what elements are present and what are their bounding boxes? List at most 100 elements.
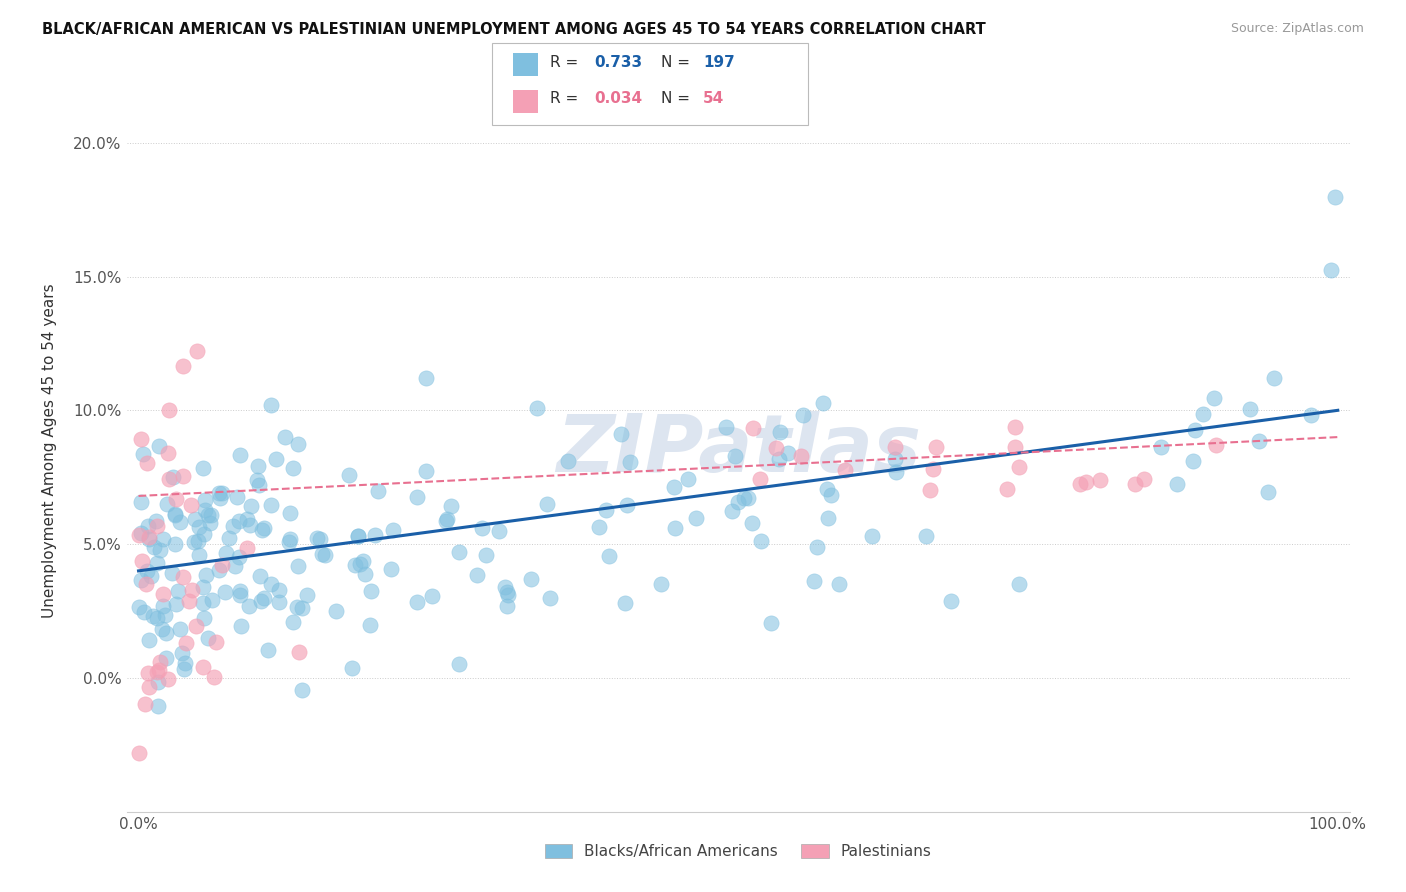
Point	[834, 463, 856, 477]
Point	[193, 660, 215, 674]
Point	[519, 572, 541, 586]
Point	[186, 534, 208, 549]
Point	[1069, 476, 1091, 491]
Point	[1008, 577, 1031, 591]
Point	[191, 580, 214, 594]
Point	[1150, 440, 1173, 454]
Point	[197, 631, 219, 645]
Point	[138, 533, 160, 547]
Point	[714, 420, 737, 434]
Text: 0.034: 0.034	[595, 91, 643, 106]
Point	[496, 599, 519, 614]
Point	[267, 583, 290, 598]
Point	[134, 697, 156, 711]
Point	[488, 524, 510, 539]
Point	[920, 483, 942, 497]
Point	[495, 585, 517, 599]
Point	[278, 506, 301, 520]
Point	[165, 597, 187, 611]
Point	[146, 698, 169, 713]
Point	[277, 535, 299, 549]
Point	[239, 518, 262, 533]
Point	[737, 491, 759, 505]
Point	[1247, 434, 1270, 449]
Point	[1182, 453, 1205, 467]
Point	[406, 490, 429, 504]
Point	[214, 585, 236, 599]
Point	[1263, 370, 1285, 384]
Point	[308, 532, 330, 546]
Point	[415, 464, 437, 478]
Point	[349, 558, 371, 572]
Point	[598, 549, 620, 563]
Point	[765, 441, 787, 455]
Text: R =: R =	[550, 91, 583, 106]
Point	[188, 520, 211, 534]
Point	[815, 482, 838, 496]
Point	[180, 583, 202, 598]
Point	[152, 587, 174, 601]
Point	[148, 663, 170, 677]
Point	[163, 507, 186, 521]
Point	[236, 511, 259, 525]
Point	[200, 508, 222, 522]
Point	[194, 502, 217, 516]
Point	[609, 426, 631, 441]
Point	[278, 532, 301, 546]
Point	[364, 527, 387, 541]
Point	[613, 596, 636, 610]
Y-axis label: Unemployment Among Ages 45 to 54 years: Unemployment Among Ages 45 to 54 years	[42, 283, 56, 618]
Point	[226, 490, 249, 504]
Text: BLACK/AFRICAN AMERICAN VS PALESTINIAN UNEMPLOYMENT AMONG AGES 45 TO 54 YEARS COR: BLACK/AFRICAN AMERICAN VS PALESTINIAN UN…	[42, 22, 986, 37]
Point	[291, 601, 314, 615]
Point	[128, 528, 150, 542]
Point	[382, 524, 405, 538]
Point	[806, 541, 828, 555]
Point	[664, 521, 686, 535]
Point	[163, 537, 186, 551]
Point	[155, 650, 177, 665]
Point	[128, 746, 150, 760]
Point	[246, 473, 269, 487]
Point	[208, 563, 231, 577]
Point	[222, 519, 245, 533]
Point	[165, 492, 187, 507]
Point	[236, 541, 259, 556]
Point	[662, 480, 685, 494]
Point	[152, 599, 174, 613]
Point	[179, 593, 201, 607]
Point	[305, 531, 328, 545]
Point	[281, 461, 304, 475]
Point	[340, 661, 363, 675]
Point	[208, 486, 231, 500]
Point	[922, 462, 945, 476]
Point	[138, 529, 160, 543]
Point	[1301, 408, 1323, 422]
Point	[148, 674, 170, 689]
Point	[733, 491, 755, 506]
Point	[475, 548, 498, 562]
Point	[422, 590, 444, 604]
Point	[1004, 420, 1026, 434]
Point	[360, 583, 382, 598]
Point	[792, 408, 814, 422]
Point	[526, 401, 548, 416]
Point	[273, 430, 295, 444]
Text: ZIPatlas: ZIPatlas	[555, 411, 921, 490]
Point	[141, 568, 163, 582]
Point	[588, 520, 610, 534]
Point	[1323, 190, 1346, 204]
Point	[224, 558, 246, 573]
Point	[650, 576, 672, 591]
Point	[253, 521, 276, 535]
Point	[138, 633, 160, 648]
Point	[172, 647, 194, 661]
Point	[1004, 440, 1026, 454]
Text: N =: N =	[661, 54, 695, 70]
Point	[595, 502, 617, 516]
Point	[1008, 460, 1031, 475]
Point	[247, 478, 270, 492]
Point	[201, 593, 224, 607]
Point	[860, 528, 883, 542]
Point	[186, 344, 208, 359]
